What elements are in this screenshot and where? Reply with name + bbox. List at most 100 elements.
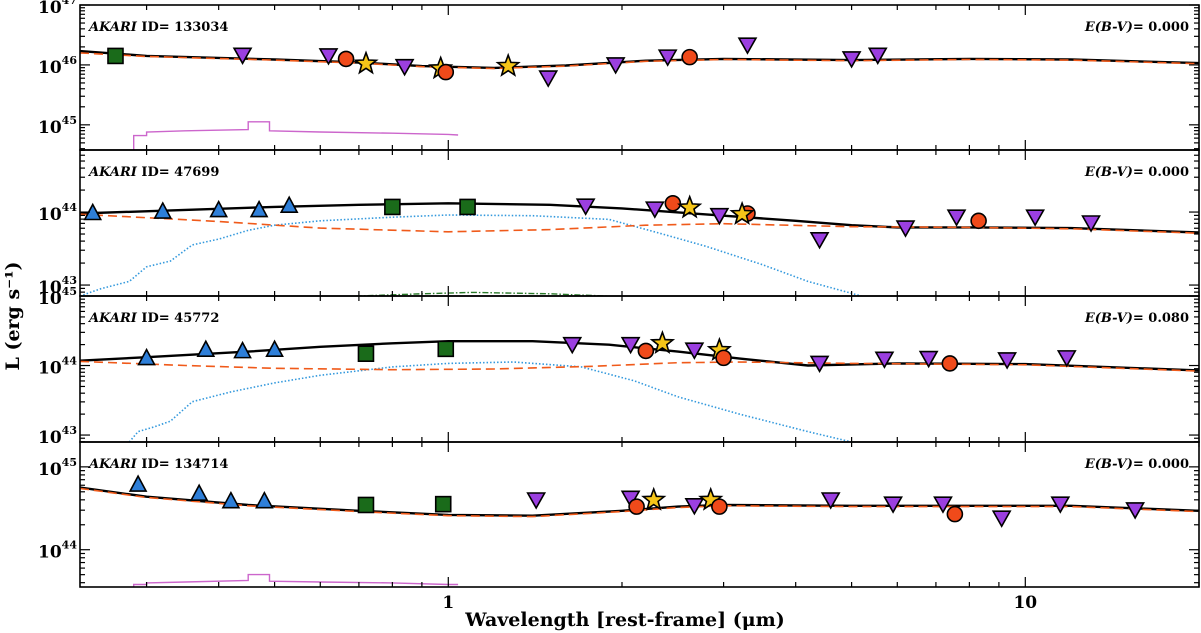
source-id-label: AKARI ID= 133034 [87, 20, 228, 35]
data-point-triangle-up [128, 474, 148, 492]
data-point-square [434, 495, 452, 513]
data-point-star [353, 50, 379, 75]
y-tick-exponent: 43 [62, 274, 77, 287]
data-point-triangle-down [867, 47, 888, 65]
data-point-triangle-up [137, 347, 156, 366]
data-point-triangle-up [189, 483, 209, 502]
data-point-circle [664, 194, 682, 212]
y-tick-label: 1045 [38, 114, 77, 138]
host-component-line [133, 573, 459, 587]
data-point-square [459, 198, 476, 216]
source-id-prefix: AKARI [87, 311, 138, 326]
data-point-triangle-down [232, 47, 253, 65]
data-point-star [729, 200, 755, 225]
y-tick-label: 1043 [38, 424, 77, 448]
y-tick-exponent: 47 [62, 0, 77, 7]
data-point-star [677, 194, 703, 219]
data-point-square [357, 496, 375, 514]
data-point-triangle-down [1056, 350, 1077, 368]
data-point-circle [637, 342, 655, 360]
ebv-value: = 0.000 [1133, 20, 1189, 35]
x-axis: 1 10 [442, 593, 1037, 613]
panel-1: 1045 1046 1047 AKARI ID= 133034 E(B-V)= 0.00… [38, 0, 1200, 151]
data-point-circle [946, 505, 964, 523]
y-tick-exponent: 45 [62, 285, 77, 298]
data-point-triangle-down [644, 201, 665, 219]
agn-model-line [80, 52, 1199, 70]
data-point-triangle-down [933, 496, 953, 514]
ebv-name: E(B-V) [1084, 457, 1133, 472]
stellar-model-line [128, 361, 852, 442]
panel-4: 1044 1045 AKARI ID= 134714 E(B-V)= 0.000 [38, 441, 1200, 588]
ebv-name: E(B-V) [1084, 165, 1133, 180]
data-point-triangle-down [562, 336, 583, 355]
data-point-circle [437, 63, 455, 81]
data-point-triangle-down [1025, 209, 1046, 227]
data-point-triangle-down [620, 336, 641, 355]
extra-component-line [339, 291, 623, 296]
data-point-triangle-down [946, 209, 967, 227]
data-point-triangle-down [895, 220, 916, 238]
ebv-value: = 0.000 [1133, 457, 1189, 472]
data-point-triangle-up [233, 340, 252, 359]
x-axis-label: Wavelength [rest-frame] (μm) [464, 609, 784, 631]
x-tick-label: 1 [442, 593, 454, 613]
y-tick-exponent: 44 [62, 539, 78, 552]
data-point-triangle-down [737, 37, 758, 55]
ebv-label: E(B-V)= 0.000 [1084, 20, 1189, 35]
y-tick-label: 1044 [38, 201, 77, 225]
agn-model-line [80, 487, 1199, 518]
ebv-value: = 0.080 [1133, 311, 1189, 326]
data-point-triangle-down [1050, 496, 1071, 514]
data-point-triangle-down [526, 492, 547, 510]
data-point-triangle-up [221, 490, 241, 509]
data-point-triangle-down [684, 497, 705, 516]
data-point-triangle-down [657, 49, 678, 67]
source-id-prefix: AKARI [87, 20, 138, 35]
panel-frame [79, 441, 1200, 588]
panel-plot-area [80, 194, 1199, 296]
data-point-circle [715, 349, 732, 367]
ebv-label: E(B-V)= 0.000 [1084, 165, 1189, 180]
data-point-triangle-down [538, 70, 559, 88]
ebv-value: = 0.000 [1133, 165, 1189, 180]
y-tick-label: 1044 [38, 539, 77, 563]
data-point-circle [681, 48, 698, 66]
data-point-triangle-up [249, 199, 269, 218]
panel-plot-area [80, 474, 1199, 587]
agn-model-line [80, 360, 1199, 372]
data-point-star [641, 486, 667, 511]
y-axis-label: L (erg s⁻¹) [2, 262, 24, 371]
data-point-triangle-down [918, 350, 939, 369]
data-point-circle [941, 355, 959, 372]
ebv-label: E(B-V)= 0.000 [1084, 457, 1189, 472]
host-component-line [133, 121, 459, 150]
data-point-triangle-down [820, 492, 841, 510]
data-point-triangle-up [209, 199, 229, 218]
agn-model-line [80, 213, 1199, 234]
data-point-triangle-down [684, 342, 705, 360]
data-point-triangle-down [1125, 502, 1145, 520]
panel-frame [79, 295, 1200, 443]
data-point-square [437, 340, 455, 358]
data-point-triangle-down [997, 352, 1017, 370]
panel-plot-area [80, 329, 1199, 442]
y-tick-exponent: 46 [62, 54, 78, 67]
stellar-model-line [80, 214, 862, 296]
data-point-triangle-down [318, 48, 339, 66]
data-point-triangle-down [841, 51, 862, 69]
source-id-label: AKARI ID= 47699 [87, 165, 219, 180]
data-point-triangle-down [874, 351, 895, 369]
data-point-triangle-down [575, 198, 596, 216]
data-point-triangle-down [991, 510, 1012, 528]
data-point-triangle-up [265, 339, 284, 358]
data-point-triangle-down [1081, 215, 1101, 233]
data-point-triangle-up [196, 339, 216, 358]
data-point-triangle-up [279, 195, 299, 214]
y-tick-exponent: 45 [62, 114, 77, 127]
y-tick-label: 1045 [38, 456, 77, 480]
y-tick-label: 1045 [38, 285, 77, 309]
